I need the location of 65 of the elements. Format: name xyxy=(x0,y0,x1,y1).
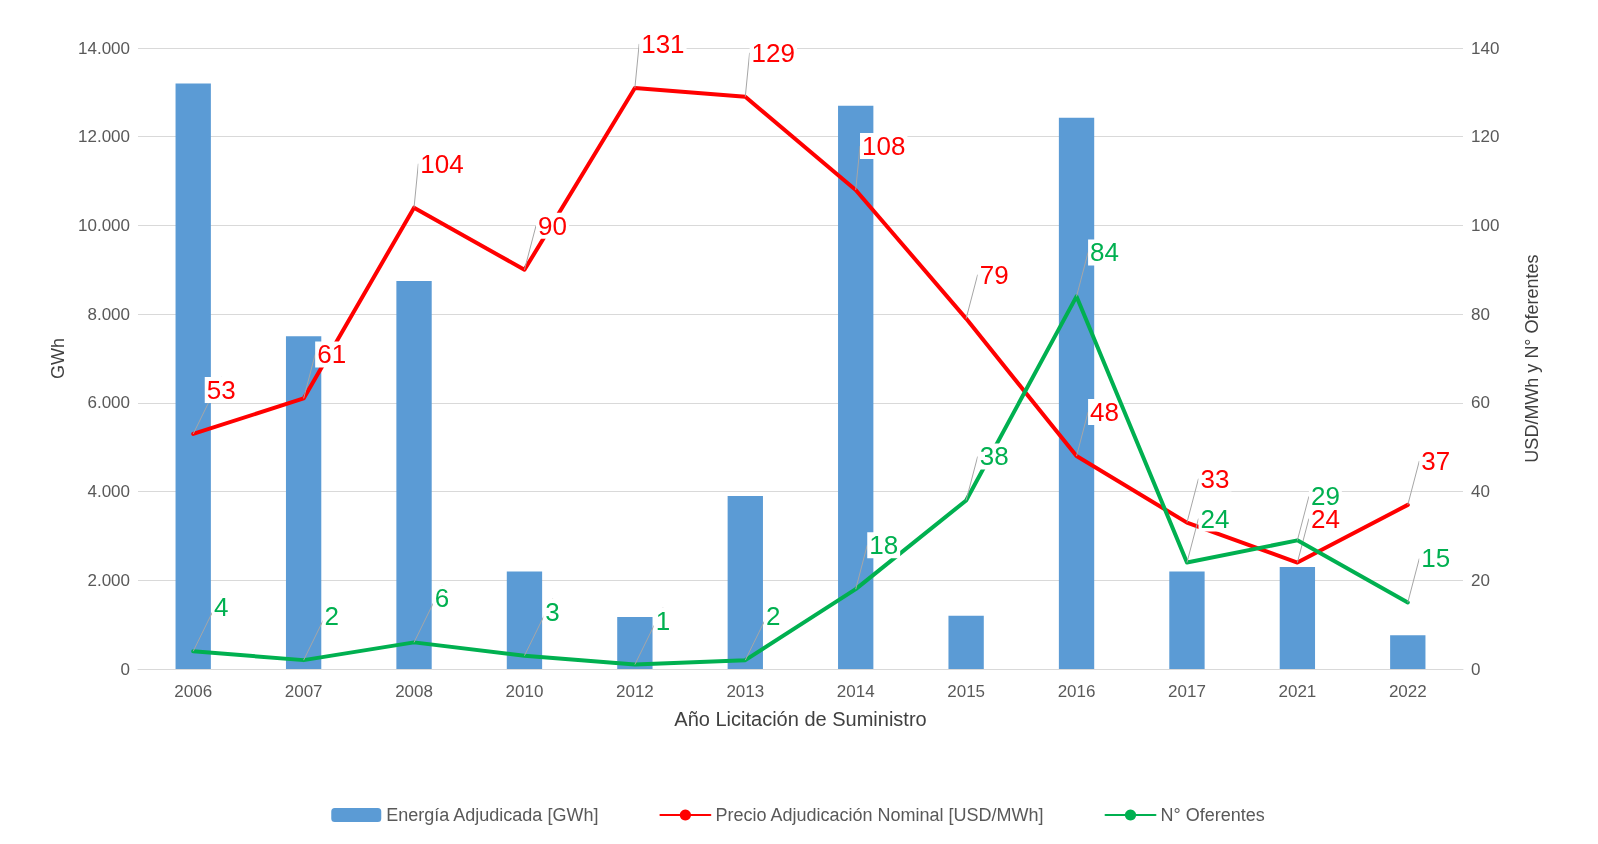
y2-tick-label: 40 xyxy=(1471,482,1490,502)
line-series xyxy=(191,85,1410,565)
x-tick-label: 2008 xyxy=(395,682,433,701)
y-axis-title: GWh xyxy=(48,337,69,380)
x-tick-label: 2016 xyxy=(1057,682,1096,701)
y2-tick-label: 80 xyxy=(1471,304,1490,324)
data-label: 37 xyxy=(1421,445,1451,476)
data-label: 33 xyxy=(1200,463,1230,494)
data-label: 18 xyxy=(869,530,899,561)
data-label: 129 xyxy=(751,37,795,68)
y2-tick-label: 0 xyxy=(1471,659,1481,679)
data-label: 15 xyxy=(1421,543,1451,574)
y-tick-label: 10.000 xyxy=(78,215,130,235)
line-series xyxy=(191,294,1410,667)
data-label: 79 xyxy=(979,259,1009,290)
legend-label: Precio Adjudicación Nominal [USD/MWh] xyxy=(715,805,1044,825)
y-tick-label: 0 xyxy=(120,659,130,679)
x-tick-label: 2015 xyxy=(947,682,986,701)
data-label: 61 xyxy=(317,339,347,370)
data-label: 6 xyxy=(434,583,450,614)
x-tick-label: 2017 xyxy=(1168,682,1206,701)
y-tick-label: 14.000 xyxy=(78,38,130,58)
data-label: 38 xyxy=(979,441,1009,472)
bar xyxy=(1169,571,1205,669)
y2-tick-label: 60 xyxy=(1471,393,1490,413)
x-axis-title: Año Licitación de Suministro xyxy=(674,708,927,730)
bar xyxy=(948,615,984,669)
data-label: 90 xyxy=(538,210,567,241)
data-label: 1 xyxy=(655,605,671,636)
bar xyxy=(727,496,763,669)
y-tick-label: 4.000 xyxy=(87,482,130,502)
bar xyxy=(1279,566,1316,669)
y-tick-label: 2.000 xyxy=(87,570,130,590)
y2-axis-title: USD/MWh y N° Oferentes xyxy=(1522,254,1542,463)
data-label: 4 xyxy=(213,592,229,623)
y2-tick-label: 100 xyxy=(1471,215,1500,235)
legend-label: N° Oferentes xyxy=(1160,805,1265,825)
x-tick-label: 2014 xyxy=(836,682,875,701)
x-tick-label: 2010 xyxy=(505,682,544,701)
x-tick-label: 2013 xyxy=(726,682,765,701)
data-label: 3 xyxy=(545,596,560,627)
y-tick-label: 6.000 xyxy=(87,393,130,413)
y2-tick-label: 120 xyxy=(1471,127,1500,147)
x-tick-label: 2006 xyxy=(174,682,213,701)
bar xyxy=(1390,635,1426,669)
x-tick-label: 2021 xyxy=(1278,682,1317,701)
y-tick-label: 8.000 xyxy=(87,304,130,324)
bar xyxy=(396,280,432,669)
x-tick-label: 2012 xyxy=(615,682,654,701)
y2-tick-label: 140 xyxy=(1471,38,1500,58)
data-label: 24 xyxy=(1200,503,1230,534)
x-tick-label: 2022 xyxy=(1388,682,1427,701)
data-label: 48 xyxy=(1090,397,1119,428)
data-label: 104 xyxy=(420,148,464,179)
y2-tick-label: 20 xyxy=(1471,570,1490,590)
y-tick-label: 12.000 xyxy=(78,127,130,147)
data-label: 2 xyxy=(766,601,781,632)
x-tick-label: 2007 xyxy=(284,682,323,701)
data-label: 53 xyxy=(206,374,236,405)
bar xyxy=(506,571,543,669)
data-label: 131 xyxy=(641,28,685,59)
data-label: 2 xyxy=(324,601,339,632)
legend-label: Energía Adjudicada [GWh] xyxy=(386,805,599,825)
data-label: 108 xyxy=(862,130,906,161)
data-label: 84 xyxy=(1090,237,1119,268)
